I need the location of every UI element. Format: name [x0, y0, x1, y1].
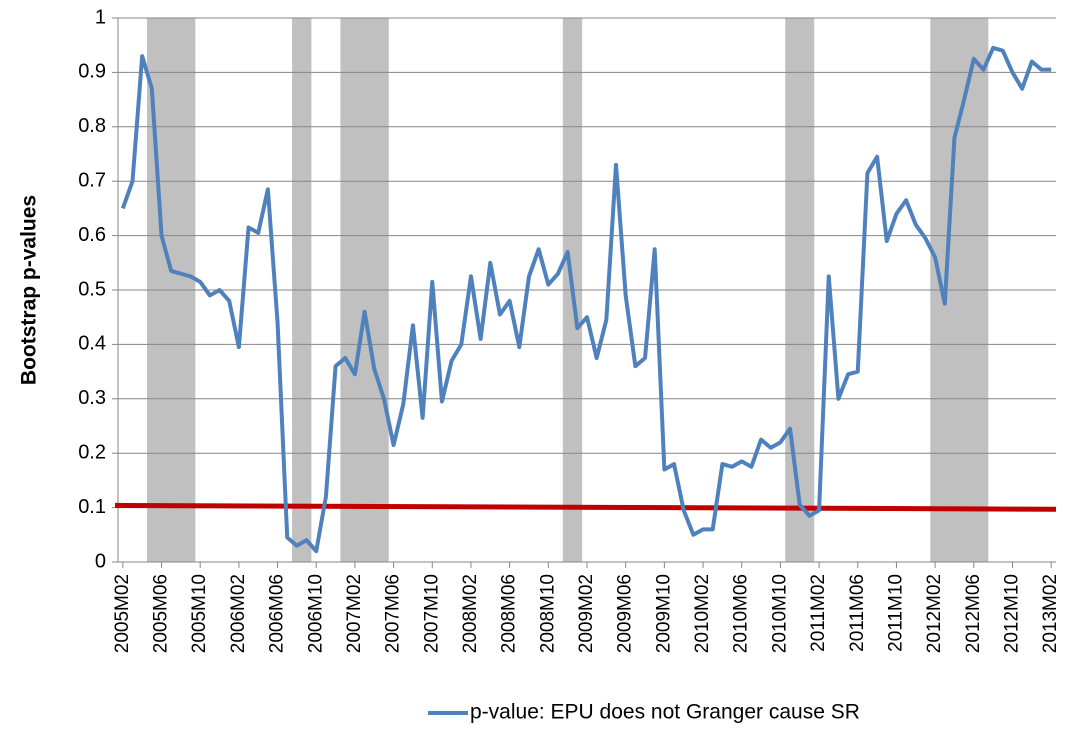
x-tick-label: 2008M10 — [537, 574, 558, 653]
x-tick-label: 2012M10 — [1002, 574, 1023, 653]
x-tick-label: 2006M02 — [228, 574, 249, 653]
x-tick-label: 2009M06 — [615, 574, 636, 653]
x-tick-label: 2011M02 — [808, 574, 829, 652]
x-tick-label: 2008M02 — [460, 574, 481, 653]
x-tick-label: 2011M10 — [885, 574, 906, 652]
x-tick-label: 2005M02 — [112, 574, 133, 653]
data-line — [120, 45, 1052, 554]
x-tick-label: 2007M06 — [383, 574, 404, 653]
y-tick-label: 0.5 — [78, 278, 106, 300]
y-tick-label: 0.3 — [78, 387, 106, 409]
y-tick-label: 0.2 — [78, 441, 106, 463]
x-tick-label: 2009M02 — [576, 574, 597, 653]
x-tick-label: 2007M10 — [421, 574, 442, 653]
reference-line — [114, 502, 1057, 512]
x-tick-label: 2010M10 — [769, 574, 790, 653]
y-tick-label: 0.6 — [78, 224, 106, 246]
y-axis-label: Bootstrap p-values — [18, 195, 41, 385]
y-tick-label: 0.7 — [78, 169, 106, 191]
x-tick-label: 2010M06 — [731, 574, 752, 653]
x-tick-label: 2005M10 — [189, 574, 210, 653]
y-tick-label: 0.1 — [78, 496, 106, 518]
x-tick-label: 2008M06 — [499, 574, 520, 653]
x-tick-label: 2012M02 — [924, 574, 945, 653]
y-tick-label: 0.8 — [78, 115, 106, 137]
legend-label: p-value: EPU does not Granger cause SR — [470, 701, 860, 724]
x-tick-label: 2010M02 — [692, 574, 713, 653]
y-tick-label: 0 — [95, 550, 106, 572]
x-tick-label: 2009M10 — [653, 574, 674, 653]
x-tick-label: 2007M02 — [344, 574, 365, 653]
x-tick-label: 2011M06 — [847, 574, 868, 652]
x-tick-label: 2006M06 — [267, 574, 288, 653]
x-tick-label: 2013M02 — [1040, 574, 1061, 653]
y-tick-label: 0.4 — [78, 333, 106, 355]
x-tick-label: 2012M06 — [963, 574, 984, 653]
y-tick-label: 1 — [95, 6, 106, 28]
x-tick-label: 2005M06 — [151, 574, 172, 653]
x-tick-label: 2006M10 — [305, 574, 326, 653]
y-tick-label: 0.9 — [78, 61, 106, 83]
